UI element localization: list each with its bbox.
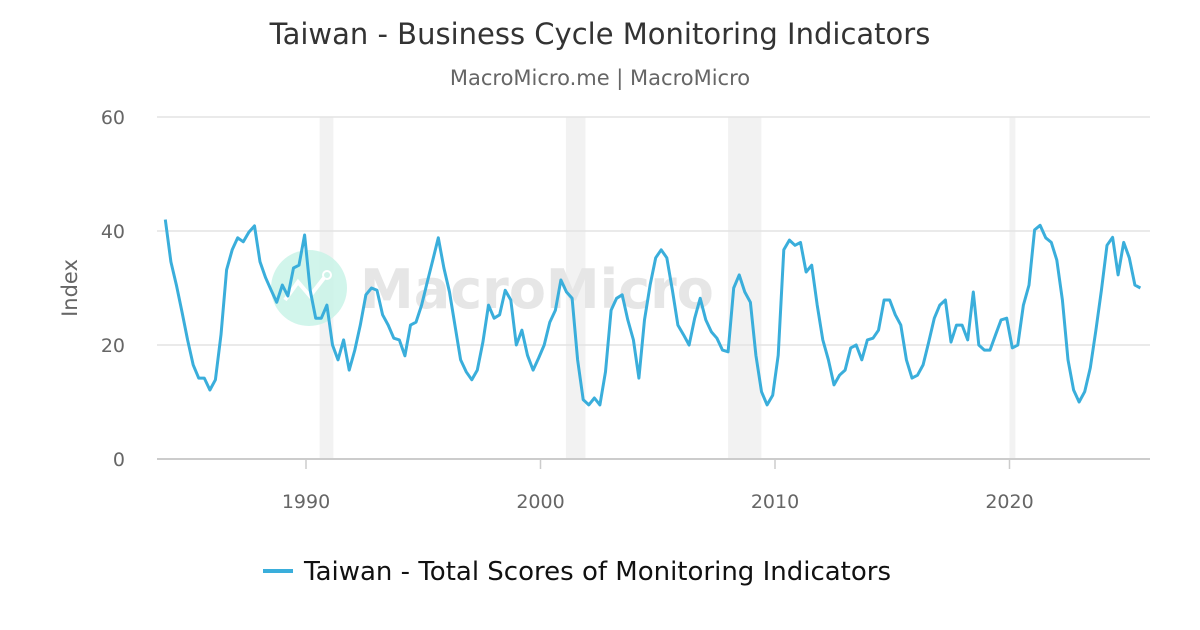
- watermark-text: MacroMicro: [360, 258, 714, 321]
- chart-title: Taiwan - Business Cycle Monitoring Indic…: [269, 17, 931, 51]
- x-tick-label: 2020: [985, 491, 1033, 513]
- legend-label[interactable]: Taiwan - Total Scores of Monitoring Indi…: [303, 557, 891, 587]
- series-line-taiwan-total-scores: [163, 219, 1142, 407]
- y-tick-label: 20: [101, 335, 125, 357]
- x-axis: 1990 2000 2010 2020: [282, 459, 1034, 513]
- watermark-logo-mark-icon: [283, 276, 326, 302]
- watermark-logo-dot-icon: [322, 270, 332, 280]
- y-tick-label: 0: [113, 449, 125, 471]
- y-axis: 0 20 40 60: [101, 107, 125, 471]
- chart-subtitle: MacroMicro.me | MacroMicro: [450, 66, 750, 91]
- x-tick-label: 2000: [516, 491, 564, 513]
- y-axis-label: Index: [58, 259, 82, 317]
- legend[interactable]: Taiwan - Total Scores of Monitoring Indi…: [263, 557, 891, 587]
- recession-band: [1009, 117, 1016, 459]
- x-tick-label: 2010: [751, 491, 799, 513]
- grid-lines: [157, 116, 1150, 460]
- x-tick-label: 1990: [282, 491, 330, 513]
- y-tick-label: 60: [101, 107, 125, 129]
- y-tick-label: 40: [101, 221, 125, 243]
